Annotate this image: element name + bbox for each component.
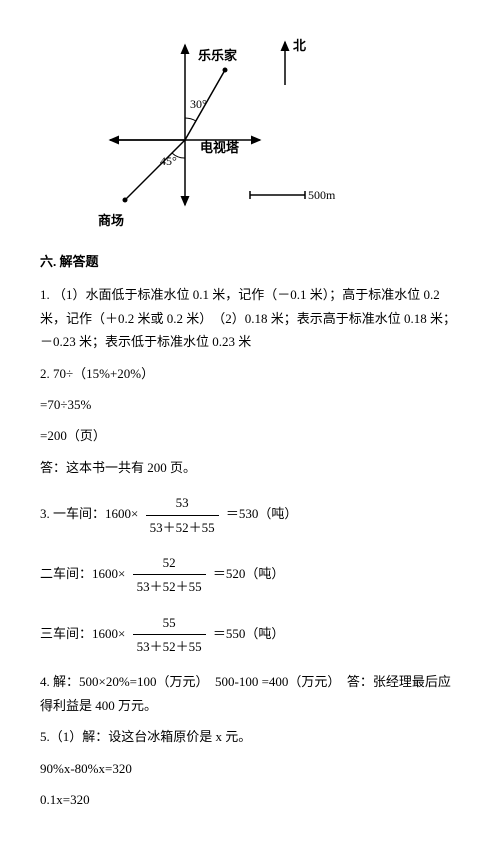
angle-30-label: 30° — [190, 97, 207, 111]
q5-line2: 90%x-80%x=320 — [40, 757, 460, 780]
frac-num: 55 — [133, 611, 206, 635]
north-label: 北 — [293, 38, 306, 53]
fraction-3: 55 53＋52＋55 — [133, 611, 206, 659]
q2-line3: =200（页） — [40, 424, 460, 447]
frac-den: 53＋52＋55 — [133, 635, 206, 658]
mall-label: 商场 — [98, 213, 124, 228]
frac-num: 52 — [133, 551, 206, 575]
q1-text: 1. （1）水面低于标准水位 0.1 米，记作（－0.1 米）；高于标准水位 0… — [40, 283, 460, 353]
fraction-2: 52 53＋52＋55 — [133, 551, 206, 599]
q3-workshop1: 3. 一车间：1600× 53 53＋52＋55 ＝530（吨） — [40, 491, 460, 539]
q3-workshop2: 二车间：1600× 52 53＋52＋55 ＝520（吨） — [40, 551, 460, 599]
home-label: 乐乐家 — [198, 48, 238, 63]
frac-den: 53＋52＋55 — [146, 516, 219, 539]
q3-res2: ＝520（吨） — [213, 566, 285, 581]
q3-res3: ＝550（吨） — [213, 626, 285, 641]
q2-line2: =70÷35% — [40, 393, 460, 416]
scale-label: 500m — [308, 188, 336, 202]
compass-diagram: 30° 45° 乐乐家 电视塔 商场 北 500m — [90, 30, 350, 230]
q3-workshop3: 三车间：1600× 55 53＋52＋55 ＝550（吨） — [40, 611, 460, 659]
q2-line1: 2. 70÷（15%+20%） — [40, 362, 460, 385]
q5-line3: 0.1x=320 — [40, 788, 460, 811]
q3-label2: 二车间：1600× — [40, 566, 125, 581]
frac-den: 53＋52＋55 — [133, 575, 206, 598]
angle-45-label: 45° — [160, 154, 177, 168]
section-title: 六. 解答题 — [40, 250, 460, 273]
q4-text: 4. 解：500×20%=100（万元） 500-100 =400（万元） 答：… — [40, 670, 460, 717]
q2-answer: 答：这本书一共有 200 页。 — [40, 456, 460, 479]
q3-label3: 三车间：1600× — [40, 626, 125, 641]
frac-num: 53 — [146, 491, 219, 515]
q5-line1: 5.（1）解：设这台冰箱原价是 x 元。 — [40, 725, 460, 748]
q3-res1: ＝530（吨） — [226, 506, 298, 521]
tower-label: 电视塔 — [200, 140, 240, 155]
q3-label1: 3. 一车间：1600× — [40, 506, 138, 521]
fraction-1: 53 53＋52＋55 — [146, 491, 219, 539]
